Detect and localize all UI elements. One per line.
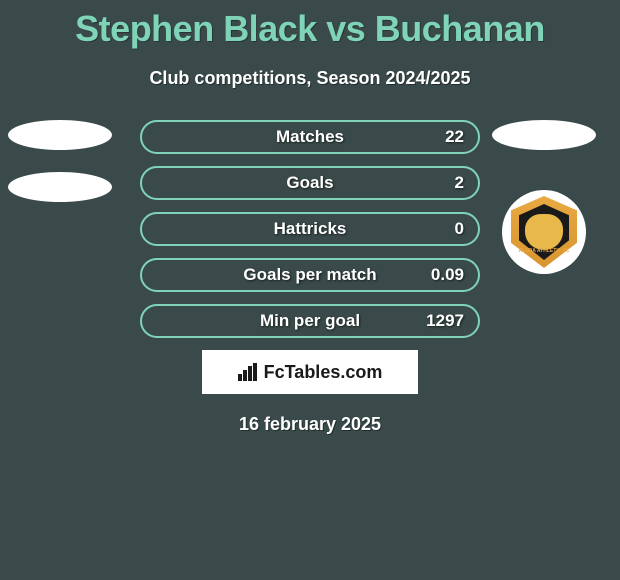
stat-row-hattricks: Hattricks 0 xyxy=(140,212,480,246)
stat-value: 0 xyxy=(455,219,464,239)
stats-container: Matches 22 Goals 2 Hattricks 0 Goals per… xyxy=(0,120,620,435)
stat-label: Goals xyxy=(286,173,333,193)
stat-value: 22 xyxy=(445,127,464,147)
stat-row-min-per-goal: Min per goal 1297 xyxy=(140,304,480,338)
stat-label: Hattricks xyxy=(274,219,347,239)
stat-value: 2 xyxy=(455,173,464,193)
stat-label: Matches xyxy=(276,127,344,147)
subtitle: Club competitions, Season 2024/2025 xyxy=(0,68,620,89)
page-title: Stephen Black vs Buchanan xyxy=(0,0,620,50)
stat-value: 0.09 xyxy=(431,265,464,285)
branding-text: FcTables.com xyxy=(264,362,383,383)
stat-label: Min per goal xyxy=(260,311,360,331)
date-label: 16 february 2025 xyxy=(0,414,620,435)
stat-label: Goals per match xyxy=(243,265,376,285)
stat-row-goals-per-match: Goals per match 0.09 xyxy=(140,258,480,292)
stat-value: 1297 xyxy=(426,311,464,331)
stat-row-matches: Matches 22 xyxy=(140,120,480,154)
stat-row-goals: Goals 2 xyxy=(140,166,480,200)
branding-box[interactable]: FcTables.com xyxy=(202,350,418,394)
bar-chart-icon xyxy=(238,363,260,381)
